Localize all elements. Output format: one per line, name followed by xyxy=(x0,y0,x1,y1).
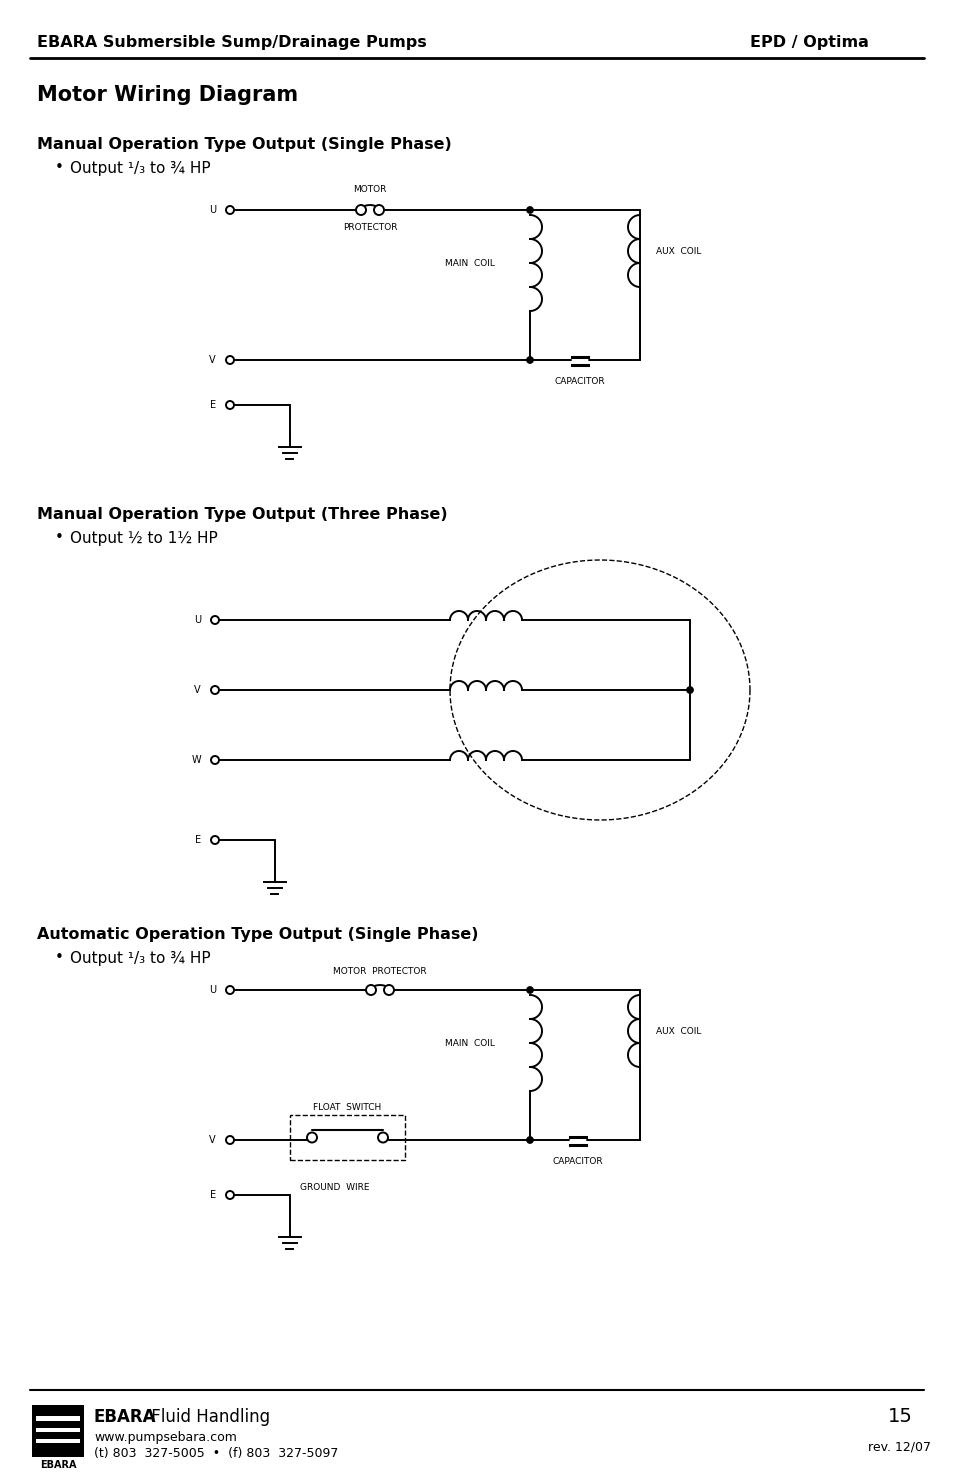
Bar xyxy=(36,1428,80,1432)
Circle shape xyxy=(226,985,233,994)
Bar xyxy=(32,1406,84,1457)
Text: Output ¹/₃ to ¾ HP: Output ¹/₃ to ¾ HP xyxy=(70,161,211,176)
Circle shape xyxy=(526,207,533,214)
Text: U: U xyxy=(193,615,201,625)
Text: W: W xyxy=(192,755,201,766)
Circle shape xyxy=(307,1133,316,1143)
Circle shape xyxy=(211,836,219,844)
Text: •: • xyxy=(55,161,64,176)
Text: (t) 803  327-5005  •  (f) 803  327-5097: (t) 803 327-5005 • (f) 803 327-5097 xyxy=(94,1447,338,1459)
Text: Motor Wiring Diagram: Motor Wiring Diagram xyxy=(37,86,297,105)
Text: MAIN  COIL: MAIN COIL xyxy=(445,258,495,267)
Text: www.pumpsebara.com: www.pumpsebara.com xyxy=(94,1431,236,1444)
Circle shape xyxy=(377,1133,388,1143)
Text: MOTOR: MOTOR xyxy=(353,186,386,195)
Circle shape xyxy=(526,357,533,363)
Circle shape xyxy=(226,1190,233,1199)
Circle shape xyxy=(226,401,233,409)
Text: Output ¹/₃ to ¾ HP: Output ¹/₃ to ¾ HP xyxy=(70,950,211,966)
Text: •: • xyxy=(55,531,64,546)
Text: PROTECTOR: PROTECTOR xyxy=(342,223,396,232)
Circle shape xyxy=(355,205,366,215)
Text: Automatic Operation Type Output (Single Phase): Automatic Operation Type Output (Single … xyxy=(37,928,478,943)
Circle shape xyxy=(211,686,219,695)
Text: U: U xyxy=(209,985,215,996)
Circle shape xyxy=(686,686,693,693)
Circle shape xyxy=(526,1137,533,1143)
Bar xyxy=(36,1416,80,1420)
Circle shape xyxy=(226,207,233,214)
Circle shape xyxy=(226,355,233,364)
Text: U: U xyxy=(209,205,215,215)
Text: CAPACITOR: CAPACITOR xyxy=(552,1158,602,1167)
Text: V: V xyxy=(209,1134,215,1145)
Circle shape xyxy=(211,617,219,624)
Circle shape xyxy=(226,1136,233,1145)
Text: E: E xyxy=(194,835,201,845)
Text: Fluid Handling: Fluid Handling xyxy=(146,1409,270,1426)
Text: E: E xyxy=(210,400,215,410)
Text: Manual Operation Type Output (Single Phase): Manual Operation Type Output (Single Pha… xyxy=(37,137,452,152)
FancyBboxPatch shape xyxy=(290,1115,405,1159)
Text: rev. 12/07: rev. 12/07 xyxy=(867,1441,930,1453)
Text: V: V xyxy=(209,355,215,364)
Text: EBARA Submersible Sump/Drainage Pumps: EBARA Submersible Sump/Drainage Pumps xyxy=(37,34,426,50)
Text: CAPACITOR: CAPACITOR xyxy=(554,378,604,386)
Circle shape xyxy=(211,757,219,764)
Text: EPD / Optima: EPD / Optima xyxy=(749,34,868,50)
Text: EBARA: EBARA xyxy=(94,1409,156,1426)
Bar xyxy=(36,1440,80,1444)
Text: FLOAT  SWITCH: FLOAT SWITCH xyxy=(313,1102,381,1112)
Circle shape xyxy=(366,985,375,996)
Text: •: • xyxy=(55,950,64,966)
Text: AUX  COIL: AUX COIL xyxy=(656,1027,700,1035)
Text: 15: 15 xyxy=(886,1407,911,1426)
Text: E: E xyxy=(210,1190,215,1201)
Text: Manual Operation Type Output (Three Phase): Manual Operation Type Output (Three Phas… xyxy=(37,507,447,522)
Text: AUX  COIL: AUX COIL xyxy=(656,246,700,255)
Text: MOTOR  PROTECTOR: MOTOR PROTECTOR xyxy=(333,968,426,976)
Text: GROUND  WIRE: GROUND WIRE xyxy=(299,1183,369,1192)
Text: EBARA: EBARA xyxy=(40,1460,76,1471)
Text: Output ½ to 1½ HP: Output ½ to 1½ HP xyxy=(70,531,217,546)
Text: MAIN  COIL: MAIN COIL xyxy=(445,1038,495,1047)
Text: V: V xyxy=(194,684,201,695)
Circle shape xyxy=(374,205,384,215)
Circle shape xyxy=(526,987,533,994)
Circle shape xyxy=(384,985,394,996)
